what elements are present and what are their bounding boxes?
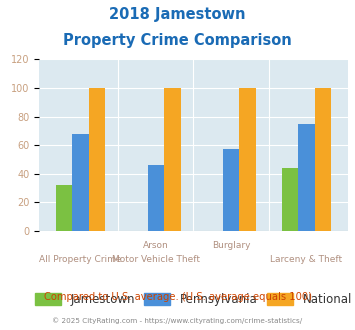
Bar <box>315 88 331 231</box>
Text: Motor Vehicle Theft: Motor Vehicle Theft <box>112 255 200 264</box>
Text: Property Crime Comparison: Property Crime Comparison <box>63 33 292 48</box>
Text: 2018 Jamestown: 2018 Jamestown <box>109 7 246 21</box>
Bar <box>56 185 72 231</box>
Bar <box>72 134 89 231</box>
Text: Burglary: Burglary <box>212 241 250 250</box>
Bar <box>223 149 239 231</box>
Text: © 2025 CityRating.com - https://www.cityrating.com/crime-statistics/: © 2025 CityRating.com - https://www.city… <box>53 317 302 324</box>
Text: All Property Crime: All Property Crime <box>39 255 122 264</box>
Bar <box>282 168 298 231</box>
Text: Compared to U.S. average. (U.S. average equals 100): Compared to U.S. average. (U.S. average … <box>44 292 311 302</box>
Bar <box>298 124 315 231</box>
Legend: Jamestown, Pennsylvania, National: Jamestown, Pennsylvania, National <box>31 288 355 311</box>
Bar <box>89 88 105 231</box>
Bar <box>148 165 164 231</box>
Bar <box>239 88 256 231</box>
Text: Arson: Arson <box>143 241 169 250</box>
Text: Larceny & Theft: Larceny & Theft <box>271 255 343 264</box>
Bar <box>164 88 181 231</box>
